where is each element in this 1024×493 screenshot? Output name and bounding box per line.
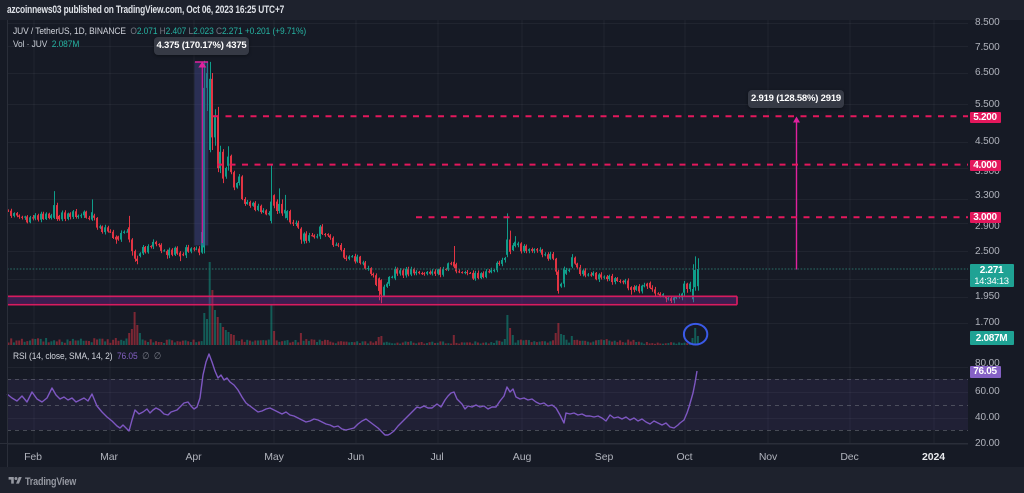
svg-text:TradingView: TradingView (25, 476, 76, 488)
